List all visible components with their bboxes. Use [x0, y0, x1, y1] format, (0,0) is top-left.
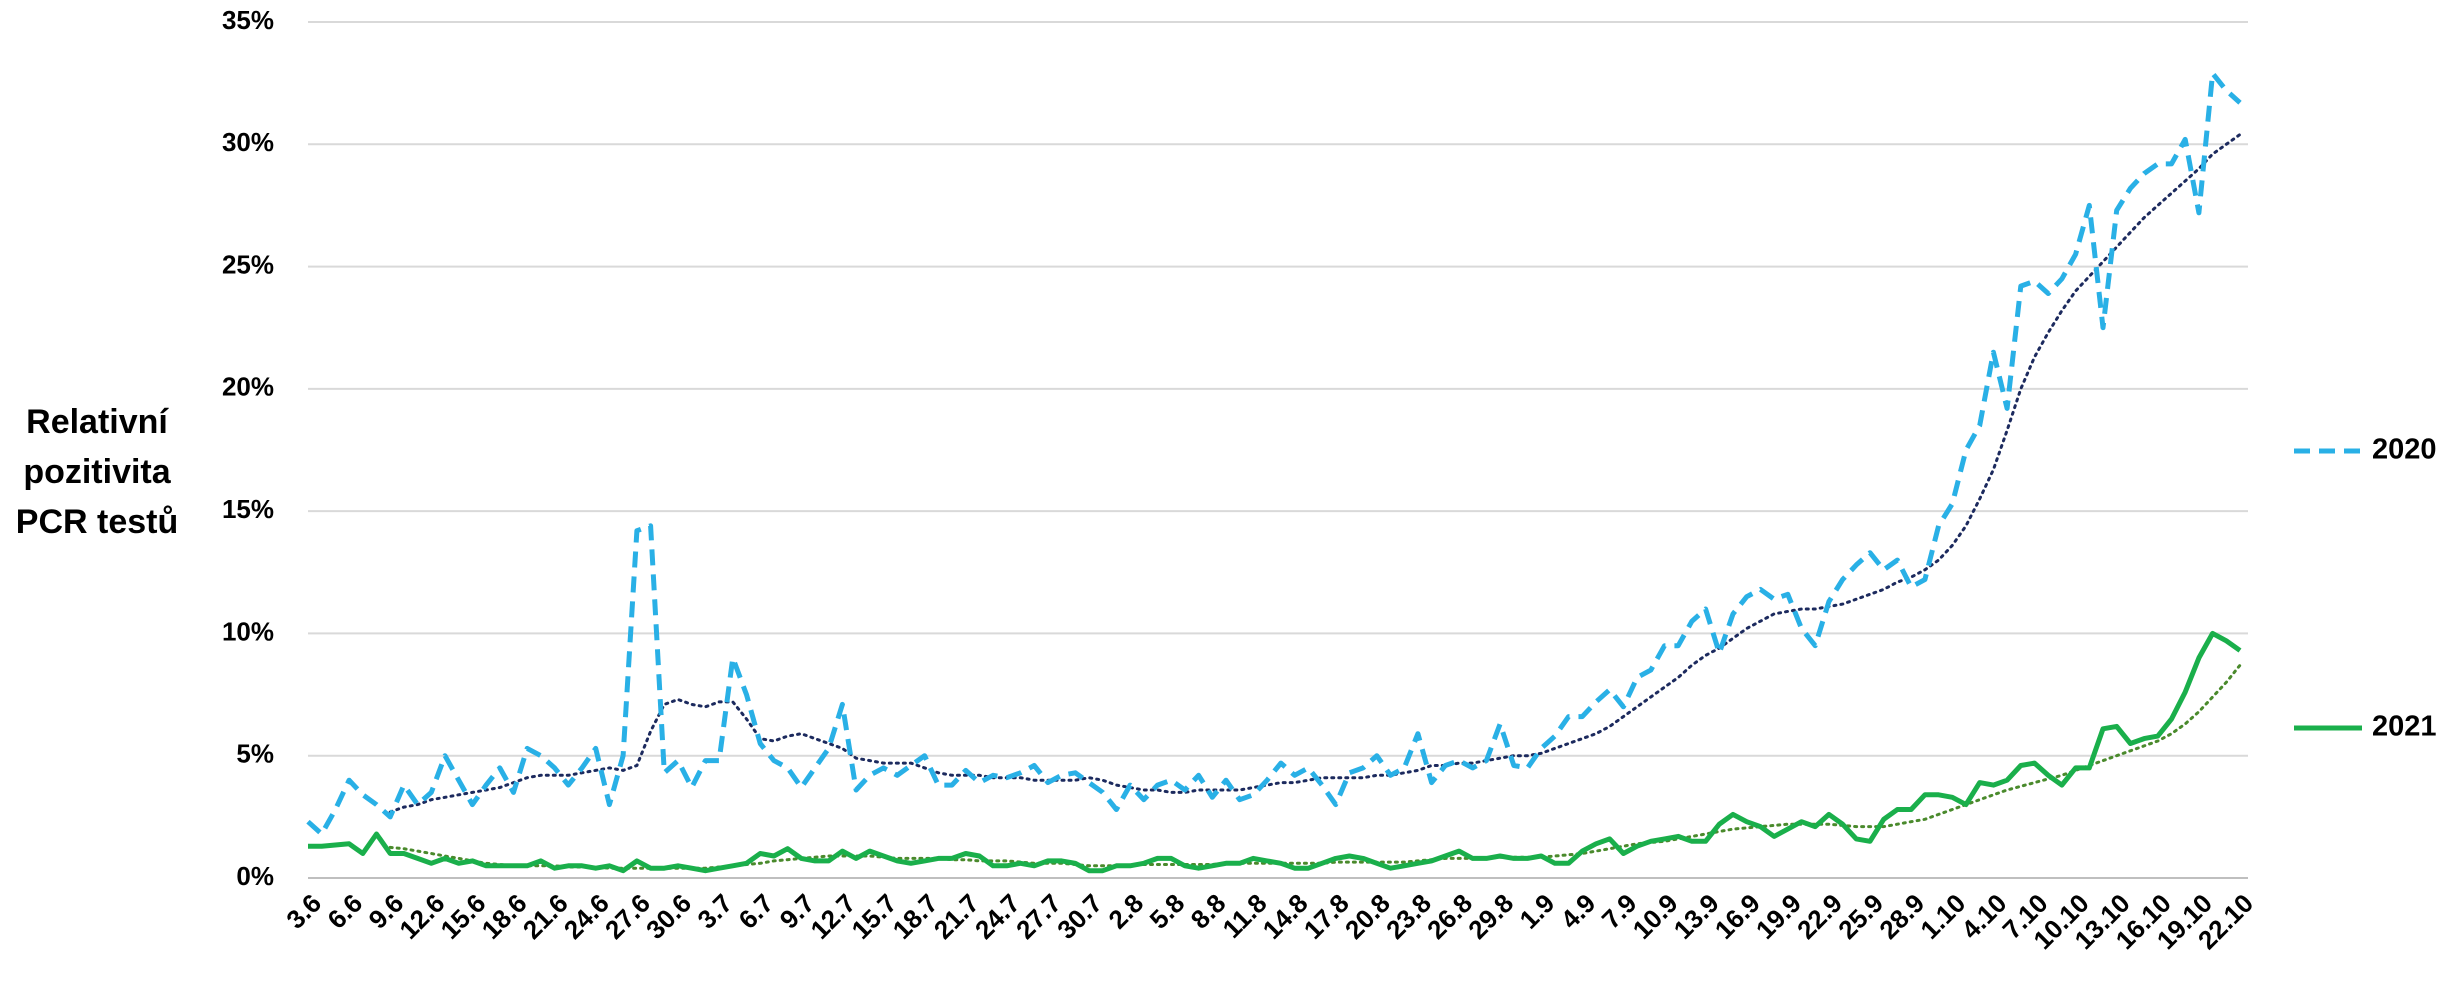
y-tick-label: 0%	[236, 861, 274, 891]
y-axis-label: Relativní pozitivita PCR testů	[16, 403, 178, 541]
x-tick-label: 6.6	[321, 888, 368, 935]
x-tick-label: 1.9	[1514, 888, 1561, 935]
y-tick-label: 30%	[222, 127, 274, 157]
x-tick-label: 6.7	[732, 888, 779, 935]
x-tick-label: 3.6	[280, 888, 327, 935]
x-tick-label: 3.7	[691, 888, 738, 935]
legend-label: 2020	[2372, 434, 2437, 466]
y-tick-label: 25%	[222, 249, 274, 279]
x-tick-label: 29.8	[1462, 888, 1519, 945]
legend-label: 2021	[2372, 711, 2437, 743]
y-tick-label: 20%	[222, 372, 274, 402]
x-tick-label: 4.9	[1555, 888, 1602, 935]
x-tick-label: 30.6	[640, 888, 697, 945]
trend-line	[388, 133, 2242, 814]
y-tick-label: 5%	[236, 739, 274, 769]
series-line	[308, 630, 2242, 874]
y-tick-label: 35%	[222, 5, 274, 35]
series-line	[306, 70, 2242, 837]
x-tick-label: 5.8	[1144, 888, 1191, 935]
y-tick-label: 10%	[222, 616, 274, 646]
x-tick-label: 2.8	[1102, 888, 1149, 935]
x-tick-label: 30.7	[1051, 888, 1108, 945]
y-tick-label: 15%	[222, 494, 274, 524]
